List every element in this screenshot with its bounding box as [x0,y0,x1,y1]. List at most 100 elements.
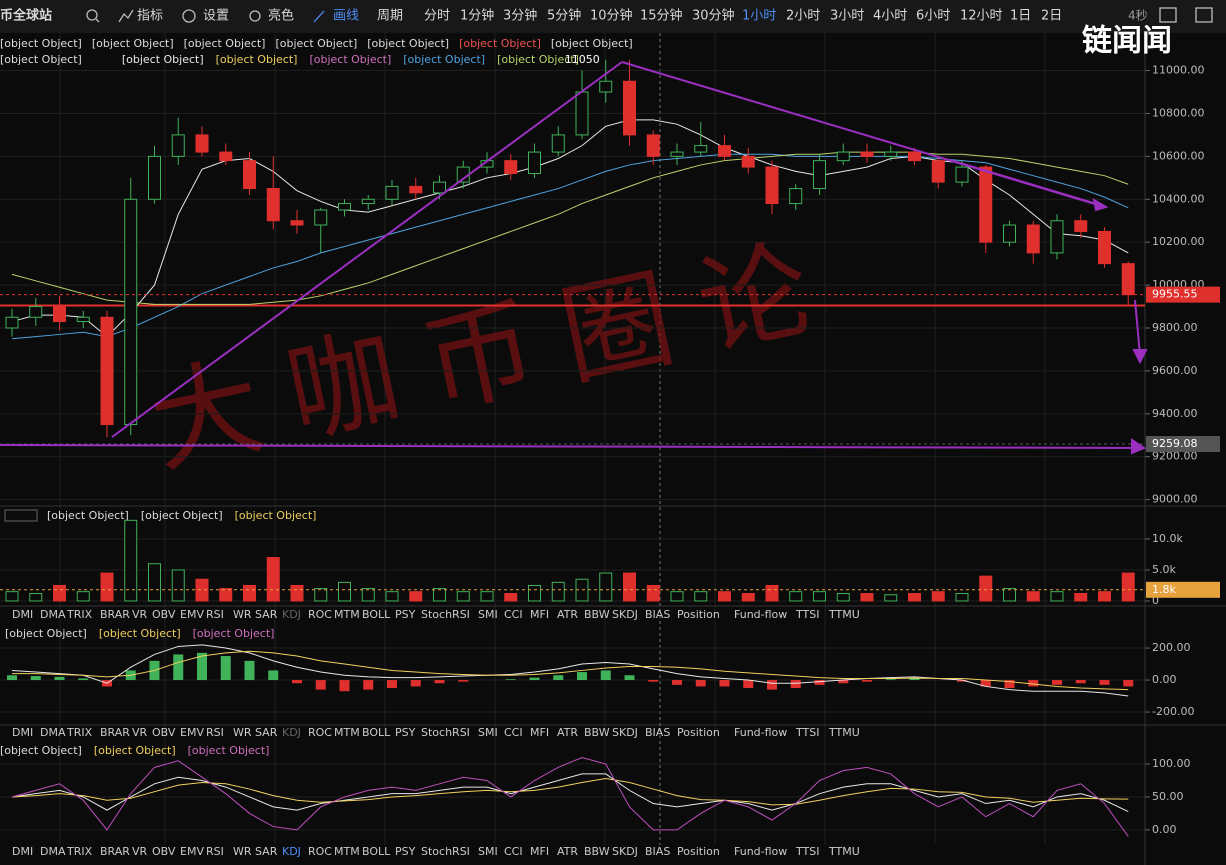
indicator-tab[interactable]: BRAR [100,726,130,739]
indicator-tab[interactable]: DMI [12,845,33,858]
indicator-tab[interactable]: CCI [504,726,523,739]
indicator-tab[interactable]: ATR [557,608,578,621]
period-button[interactable]: 1小时 [742,9,776,24]
indicator-tab[interactable]: ROC [308,608,332,621]
period-button[interactable]: 2小时 [786,9,820,24]
period-button[interactable]: 10分钟 [590,8,633,24]
indicator-tab[interactable]: BIAS [645,608,670,621]
indicator-tab[interactable]: VR [132,726,148,739]
indicator-tab[interactable]: ATR [557,726,578,739]
indicator-tab[interactable]: OBV [152,726,176,739]
indicator-tab[interactable]: BRAR [100,845,130,858]
indicator-tab[interactable]: RSI [206,726,224,739]
period-button[interactable]: 1分钟 [460,8,494,24]
indicator-tab[interactable]: StochRSI [421,845,470,858]
indicator-tab[interactable]: Position [677,726,720,739]
indicator-tab[interactable]: BIAS [645,845,670,858]
indicator-tab[interactable]: SKDJ [612,845,638,858]
indicator-tab[interactable]: DMA [40,845,66,858]
indicator-tab[interactable]: RSI [206,845,224,858]
indicator-tab[interactable]: WR [233,726,252,739]
indicator-tab[interactable]: EMV [180,608,204,621]
indicator-tab[interactable]: SKDJ [612,608,638,621]
indicator-tab[interactable]: BIAS [645,726,670,739]
indicator-tab[interactable]: Position [677,608,720,621]
period-button[interactable]: 12小时 [960,9,1003,24]
indicator-tab[interactable]: DMA [40,726,66,739]
indicator-tab[interactable]: MFI [530,608,549,621]
indicator-tab[interactable]: BRAR [100,608,130,621]
indicator-tab[interactable]: BBW [584,726,610,739]
indicator-tab[interactable]: KDJ [282,845,301,858]
indicator-tab[interactable]: EMV [180,845,204,858]
indicator-tab[interactable]: TTSI [795,608,819,621]
indicator-tab[interactable]: Fund-flow [734,726,787,739]
indicator-tab[interactable]: ATR [557,845,578,858]
indicator-tab[interactable]: PSY [395,845,416,858]
indicator-tab[interactable]: WR [233,845,252,858]
indicator-tab[interactable]: SKDJ [612,726,638,739]
indicator-tab[interactable]: StochRSI [421,726,470,739]
indicator-tab[interactable]: TRIX [66,726,93,739]
indicator-tab[interactable]: VR [132,608,148,621]
indicator-tab[interactable]: PSY [395,608,416,621]
indicator-tab[interactable]: Fund-flow [734,608,787,621]
indicator-tab[interactable]: ROC [308,726,332,739]
indicator-tab[interactable]: SAR [255,608,278,621]
indicator-tab[interactable]: TTMU [828,608,860,621]
indicator-tab[interactable]: RSI [206,608,224,621]
indicator-tab[interactable]: PSY [395,726,416,739]
indicator-tab[interactable]: OBV [152,845,176,858]
indicator-tab[interactable]: TTSI [795,726,819,739]
indicator-tab[interactable]: BBW [584,845,610,858]
indicator-tab[interactable]: CCI [504,608,523,621]
indicator-tab[interactable]: BOLL [362,845,391,858]
indicator-tab[interactable]: WR [233,608,252,621]
indicator-tab[interactable]: BOLL [362,608,391,621]
indicator-tab[interactable]: CCI [504,845,523,858]
indicator-tab[interactable]: EMV [180,726,204,739]
period-button[interactable]: 5分钟 [547,8,581,24]
indicator-tab[interactable]: TRIX [66,845,93,858]
indicator-tab[interactable]: SMI [478,845,498,858]
indicator-tab[interactable]: SMI [478,726,498,739]
indicator-tab[interactable]: DMI [12,608,33,621]
tool-button[interactable]: 指标 [137,9,163,24]
period-button[interactable]: 分时 [424,9,450,24]
indicator-tab[interactable]: KDJ [282,608,301,621]
indicator-tab[interactable]: MFI [530,726,549,739]
indicator-tab[interactable]: TTSI [795,845,819,858]
indicator-tab[interactable]: Position [677,845,720,858]
indicator-tab[interactable]: StochRSI [421,608,470,621]
period-button[interactable]: 30分钟 [692,8,735,24]
indicator-tab[interactable]: TTMU [828,845,860,858]
period-button[interactable]: 3小时 [830,9,864,24]
indicator-tab[interactable]: TTMU [828,726,860,739]
indicator-tab[interactable]: OBV [152,608,176,621]
indicator-tab[interactable]: DMA [40,608,66,621]
indicator-tab[interactable]: Fund-flow [734,845,787,858]
indicator-tab[interactable]: BOLL [362,726,391,739]
indicator-tab[interactable]: DMI [12,726,33,739]
indicator-tab[interactable]: SAR [255,726,278,739]
period-button[interactable]: 1日 [1010,9,1031,24]
tool-button[interactable]: 设置 [203,9,229,24]
indicator-tab[interactable]: MTM [334,608,360,621]
period-button[interactable]: 6小时 [916,9,950,24]
indicator-tab[interactable]: TRIX [66,608,93,621]
indicator-tab[interactable]: VR [132,845,148,858]
indicator-tab[interactable]: BBW [584,608,610,621]
tool-button[interactable]: 亮色 [268,8,294,24]
indicator-tab[interactable]: KDJ [282,726,301,739]
tool-button[interactable]: 画线 [333,9,359,24]
period-button[interactable]: 2日 [1041,9,1062,24]
period-button[interactable]: 15分钟 [640,8,683,24]
indicator-tab[interactable]: SAR [255,845,278,858]
indicator-tab[interactable]: MTM [334,726,360,739]
period-button[interactable]: 4小时 [873,9,907,24]
indicator-tab[interactable]: ROC [308,845,332,858]
period-button[interactable]: 3分钟 [503,8,537,24]
indicator-tab[interactable]: MFI [530,845,549,858]
indicator-tab[interactable]: MTM [334,845,360,858]
indicator-tab[interactable]: SMI [478,608,498,621]
